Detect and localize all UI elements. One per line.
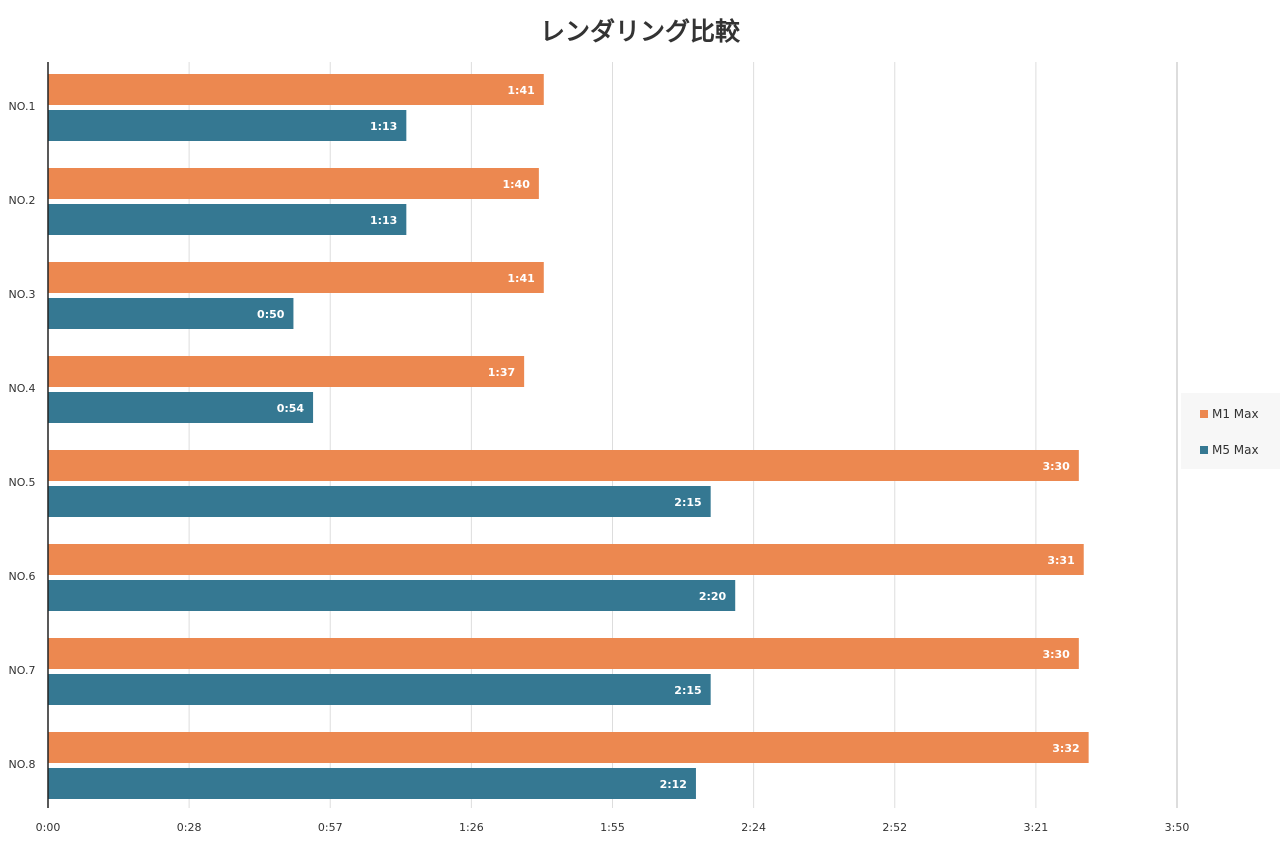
legend-label: M5 Max [1212, 443, 1259, 457]
bar [48, 356, 525, 387]
bar [48, 168, 539, 199]
bar-data-label: 1:40 [502, 178, 530, 191]
bar-data-label: 3:32 [1052, 742, 1079, 755]
x-tick-label: 0:57 [318, 821, 343, 834]
bar [48, 262, 544, 293]
legend: M1 Max M5 Max [1181, 393, 1280, 469]
x-tick-label: 0:28 [177, 821, 202, 834]
bar [48, 674, 711, 705]
category-label: NO.8 [9, 758, 36, 771]
bar [48, 392, 314, 423]
bar [48, 204, 407, 235]
bar [48, 544, 1084, 575]
bar [48, 732, 1089, 763]
bar-data-label: 1:13 [370, 120, 397, 133]
bar-data-label: 1:41 [507, 84, 534, 97]
legend-item-m1[interactable]: M1 Max [1200, 407, 1259, 421]
bar [48, 298, 294, 329]
bar-data-label: 3:31 [1047, 554, 1074, 567]
legend-label: M1 Max [1212, 407, 1259, 421]
bar [48, 486, 711, 517]
bar-data-label: 3:30 [1042, 648, 1070, 661]
bar [48, 74, 544, 105]
chart-title: レンダリング比較 [539, 17, 740, 46]
bar-data-label: 3:30 [1042, 460, 1070, 473]
category-label: NO.7 [9, 664, 36, 677]
legend-item-m5[interactable]: M5 Max [1200, 443, 1259, 457]
x-tick-label: 2:52 [882, 821, 907, 834]
bar-data-label: 2:15 [674, 496, 701, 509]
bar [48, 638, 1079, 669]
bar-data-label: 2:20 [699, 590, 727, 603]
bar [48, 768, 696, 799]
bar-data-label: 0:54 [277, 402, 305, 415]
x-tick-label: 3:50 [1165, 821, 1190, 834]
x-tick-label: 0:00 [36, 821, 61, 834]
legend-swatch [1200, 410, 1208, 418]
bar [48, 580, 736, 611]
bar-data-label: 1:37 [488, 366, 515, 379]
bar [48, 450, 1079, 481]
category-label: NO.1 [9, 100, 36, 113]
x-tick-label: 2:24 [741, 821, 766, 834]
category-label: NO.2 [9, 194, 36, 207]
x-tick-label: 1:55 [600, 821, 625, 834]
legend-swatch [1200, 446, 1208, 454]
bar-data-label: 1:13 [370, 214, 397, 227]
category-label: NO.3 [9, 288, 36, 301]
bar-data-label: 0:50 [257, 308, 285, 321]
bar [48, 110, 407, 141]
bar-data-label: 2:15 [674, 684, 701, 697]
category-label: NO.4 [9, 382, 36, 395]
x-tick-label: 3:21 [1024, 821, 1049, 834]
category-label: NO.6 [9, 570, 36, 583]
x-tick-label: 1:26 [459, 821, 484, 834]
bar-data-label: 1:41 [507, 272, 534, 285]
bar-data-label: 2:12 [660, 778, 687, 791]
category-label: NO.5 [9, 476, 36, 489]
